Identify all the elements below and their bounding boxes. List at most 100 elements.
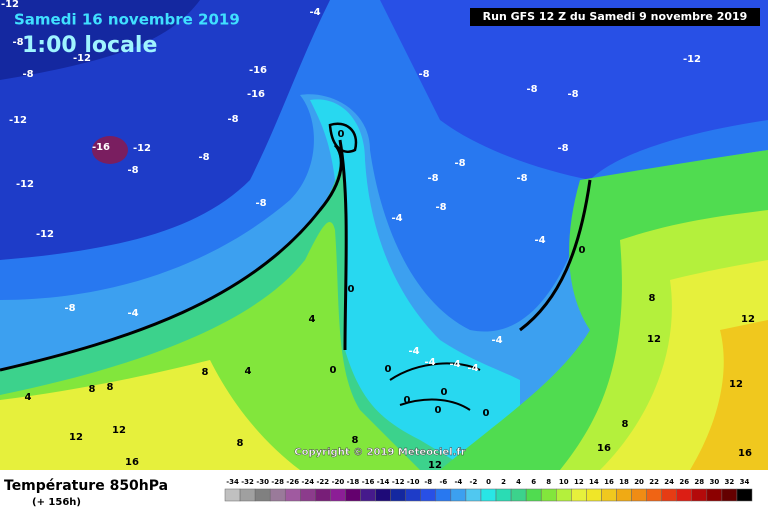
legend-swatch xyxy=(480,488,497,502)
contour-label: 12 xyxy=(69,432,83,443)
contour-label: -8 xyxy=(435,202,446,213)
legend-swatch xyxy=(390,488,406,502)
contour-label: -16 xyxy=(249,65,267,76)
legend-swatch xyxy=(706,488,723,502)
contour-label: -8 xyxy=(255,198,266,209)
contour-label: -8 xyxy=(557,143,568,154)
legend-swatch xyxy=(571,488,587,502)
legend-label: -30 xyxy=(256,478,269,486)
contour-label: -12 xyxy=(1,0,19,10)
legend-label: 10 xyxy=(559,478,569,486)
legend-label: -8 xyxy=(424,478,432,486)
legend-label: 6 xyxy=(531,478,536,486)
legend-label: -10 xyxy=(407,478,420,486)
legend-swatch xyxy=(525,488,542,502)
cold-region xyxy=(0,0,330,260)
copyright: Copyright © 2019 Meteociel.fr xyxy=(294,447,465,458)
lead-time: (+ 156h) xyxy=(32,497,81,508)
contour-label: 4 xyxy=(309,314,316,325)
legend-swatch xyxy=(435,488,452,502)
contour-label: -8 xyxy=(227,114,238,125)
legend-swatch xyxy=(661,488,677,502)
legend-label: 30 xyxy=(709,478,719,486)
contour-label: -4 xyxy=(408,346,419,357)
legend-label: 24 xyxy=(664,478,674,486)
contour-label: 0 xyxy=(348,284,355,295)
contour-label: -4 xyxy=(424,357,435,368)
legend-swatch xyxy=(495,488,512,502)
contour-label: -8 xyxy=(12,37,23,48)
contour-label: 0 xyxy=(483,408,490,419)
contour-label: -16 xyxy=(247,89,265,100)
contour-label: 8 xyxy=(89,384,96,395)
legend-label: -26 xyxy=(286,478,299,486)
contour-label: -4 xyxy=(391,213,402,224)
legend-label: 18 xyxy=(619,478,629,486)
legend-swatch xyxy=(736,488,753,502)
legend-label: 28 xyxy=(694,478,704,486)
contour-label: 0 xyxy=(441,387,448,398)
legend-label: 12 xyxy=(574,478,584,486)
legend-swatch xyxy=(631,488,647,502)
legend-label: -32 xyxy=(241,478,254,486)
contour-label: 0 xyxy=(435,405,442,416)
legend-label: 26 xyxy=(679,478,689,486)
legend-label: 4 xyxy=(516,478,521,486)
legend-label: -14 xyxy=(377,478,390,486)
contour-label: -8 xyxy=(516,173,527,184)
legend-label: 32 xyxy=(725,478,735,486)
legend-label: -24 xyxy=(301,478,314,486)
legend-label: -34 xyxy=(226,478,239,486)
contour-label: -4 xyxy=(127,308,138,319)
contour-label: -4 xyxy=(491,335,502,346)
contour-label: 8 xyxy=(107,382,114,393)
contour-label: 8 xyxy=(622,419,629,430)
legend-swatch xyxy=(360,488,376,502)
legend-swatch xyxy=(315,488,331,502)
legend-swatch xyxy=(254,488,271,502)
contour-label: 8 xyxy=(202,367,209,378)
time: 1:00 locale xyxy=(22,33,157,58)
contour-label: -12 xyxy=(133,143,151,154)
legend-swatch xyxy=(510,488,527,502)
legend-swatch xyxy=(405,488,421,502)
contour-label: 12 xyxy=(647,334,661,345)
legend-swatch xyxy=(691,488,708,502)
contour-label: 16 xyxy=(738,448,752,459)
legend-swatch xyxy=(375,488,391,502)
contour-label: -8 xyxy=(454,158,465,169)
legend-label: 34 xyxy=(740,478,750,486)
legend-label: 20 xyxy=(634,478,644,486)
contour-label: 0 xyxy=(404,395,411,406)
legend-label: -4 xyxy=(454,478,462,486)
contour-label: 0 xyxy=(385,364,392,375)
contour-label: 16 xyxy=(597,443,611,454)
contour-label: -16 xyxy=(92,142,110,153)
contour-label: -8 xyxy=(64,303,75,314)
contour-label: 8 xyxy=(649,293,656,304)
legend-swatch xyxy=(284,488,301,502)
contour-label: -4 xyxy=(467,363,478,374)
legend-label: 22 xyxy=(649,478,659,486)
cold-region xyxy=(380,0,768,180)
contour-label: -8 xyxy=(22,69,33,80)
contour-label: -12 xyxy=(683,54,701,65)
contour-label: 12 xyxy=(741,314,755,325)
legend-label: 14 xyxy=(589,478,599,486)
legend-label: -12 xyxy=(392,478,405,486)
contour-label: -8 xyxy=(526,84,537,95)
legend-swatch xyxy=(721,488,738,502)
legend-label: -2 xyxy=(470,478,478,486)
legend-swatch xyxy=(556,488,572,502)
legend-label: -16 xyxy=(362,478,375,486)
legend-swatch xyxy=(330,488,346,502)
contour-label: -4 xyxy=(534,235,545,246)
cold-core xyxy=(92,136,128,164)
legend-label: 8 xyxy=(546,478,551,486)
legend-label: -22 xyxy=(317,478,330,486)
legend-swatch xyxy=(300,488,316,502)
contour-label: -8 xyxy=(418,69,429,80)
contour-label: 12 xyxy=(729,379,743,390)
contour-label: 8 xyxy=(352,435,359,446)
contour-label: -12 xyxy=(36,229,54,240)
